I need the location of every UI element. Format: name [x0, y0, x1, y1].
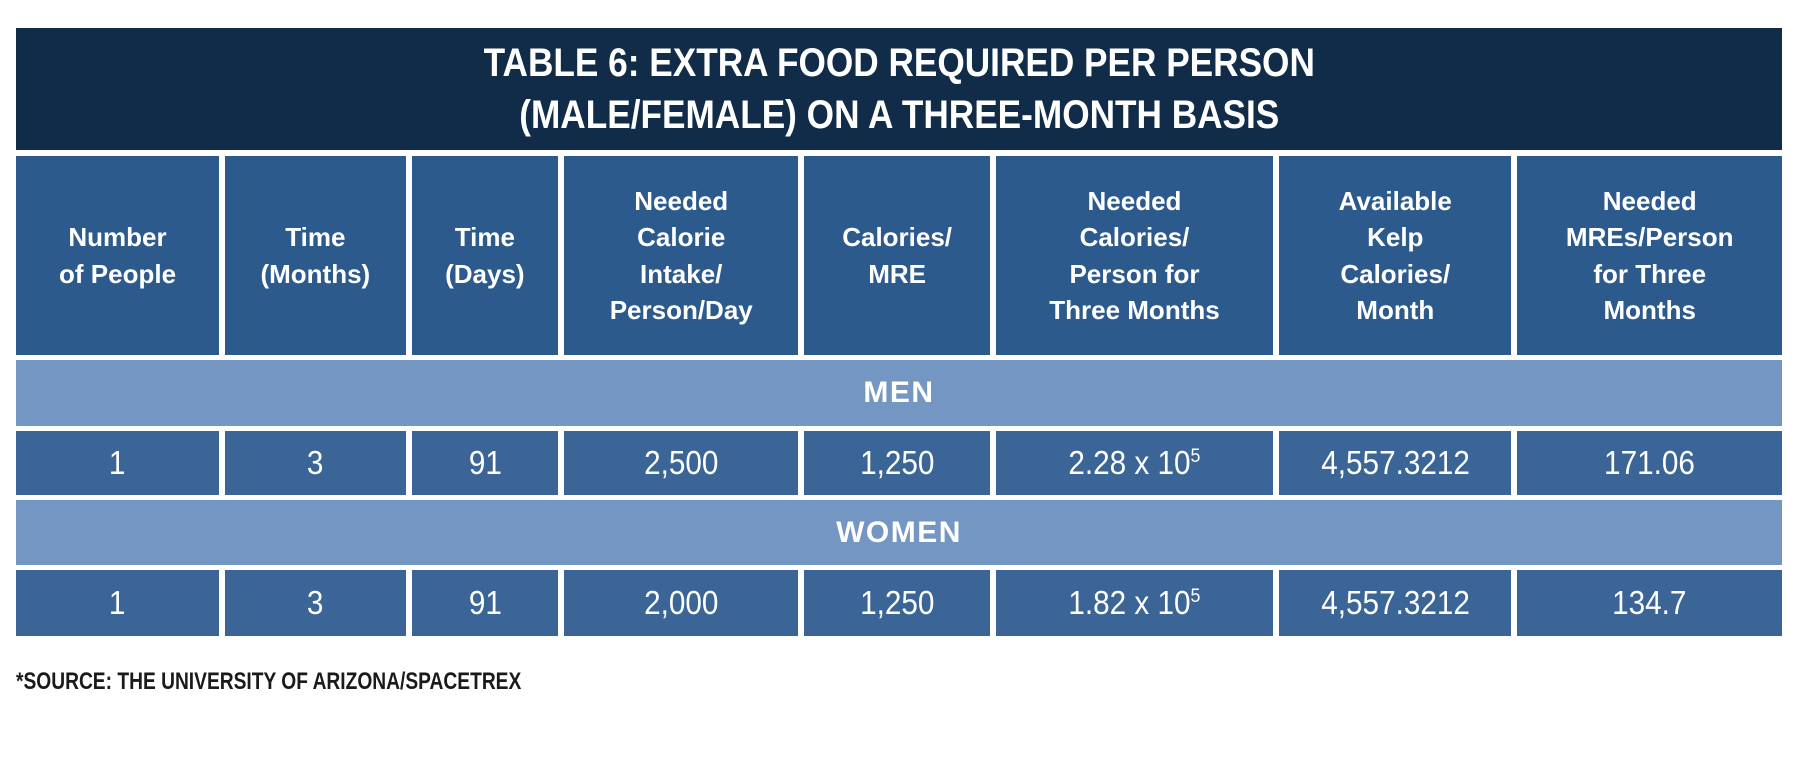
value: 1 — [109, 584, 126, 621]
section-banner-women: WOMEN — [16, 500, 1782, 565]
women-cell-calories-per-mre: 1,250 — [804, 570, 990, 636]
women-cell-number-of-people: 1 — [16, 570, 220, 636]
header-calories-per-mre: Calories/ MRE — [804, 156, 990, 355]
header-time-days: Time (Days) — [411, 156, 559, 355]
men-cell-kelp-calories: 4,557.3212 — [1279, 431, 1512, 495]
header-needed-mres: Needed MREs/Person for Three Months — [1517, 156, 1782, 355]
header-time-months: Time (Months) — [225, 156, 406, 355]
scientific-value: 2.28 x 105 — [1068, 444, 1200, 482]
value-base: 1.82 x 10 — [1068, 584, 1191, 621]
food-required-table: TABLE 6: EXTRA FOOD REQUIRED PER PERSON … — [16, 28, 1782, 636]
value: 91 — [468, 584, 502, 621]
value-exponent: 5 — [1190, 445, 1201, 467]
header-needed-calories-three-months: Needed Calories/ Person for Three Months — [995, 156, 1274, 355]
section-label-men: MEN — [863, 376, 935, 409]
value: 134.7 — [1612, 584, 1687, 621]
men-cell-needed-mres: 171.06 — [1517, 431, 1782, 495]
section-banner-men: MEN — [16, 360, 1782, 426]
header-needed-calorie-intake: Needed Calorie Intake/ Person/Day — [564, 156, 799, 355]
value: 1,250 — [859, 584, 935, 621]
women-cell-time-months: 3 — [225, 570, 406, 636]
value-base: 2.28 x 10 — [1068, 444, 1191, 481]
value: 4,557.3212 — [1320, 584, 1470, 621]
table-title: TABLE 6: EXTRA FOOD REQUIRED PER PERSON … — [483, 41, 1315, 137]
men-cell-number-of-people: 1 — [16, 431, 220, 495]
table-title-bar: TABLE 6: EXTRA FOOD REQUIRED PER PERSON … — [16, 28, 1782, 150]
value: 4,557.3212 — [1320, 444, 1470, 481]
source-note: *SOURCE: THE UNIVERSITY OF ARIZONA/SPACE… — [16, 668, 522, 695]
header-number-of-people: Number of People — [16, 156, 220, 355]
women-cell-time-days: 91 — [411, 570, 559, 636]
women-cell-kelp-calories: 4,557.3212 — [1279, 570, 1512, 636]
men-cell-calorie-intake: 2,500 — [564, 431, 799, 495]
women-cell-needed-mres: 134.7 — [1517, 570, 1782, 636]
table-grid: Number of People Time (Months) Time (Day… — [16, 156, 1782, 636]
women-cell-needed-calories: 1.82 x 105 — [995, 570, 1274, 636]
header-available-kelp-calories: Available Kelp Calories/ Month — [1279, 156, 1512, 355]
value: 3 — [307, 584, 324, 621]
men-cell-calories-per-mre: 1,250 — [804, 431, 990, 495]
women-cell-calorie-intake: 2,000 — [564, 570, 799, 636]
men-cell-time-months: 3 — [225, 431, 406, 495]
section-label-women: WOMEN — [836, 515, 962, 549]
value: 171.06 — [1604, 444, 1696, 481]
value: 3 — [307, 444, 324, 481]
men-cell-needed-calories: 2.28 x 105 — [995, 431, 1274, 495]
scientific-value: 1.82 x 105 — [1068, 584, 1200, 622]
value-exponent: 5 — [1190, 585, 1201, 607]
value: 2,000 — [644, 584, 719, 621]
value: 1,250 — [859, 444, 935, 481]
value: 1 — [109, 444, 126, 481]
men-cell-time-days: 91 — [411, 431, 559, 495]
value: 2,500 — [644, 444, 719, 481]
value: 91 — [468, 444, 502, 481]
